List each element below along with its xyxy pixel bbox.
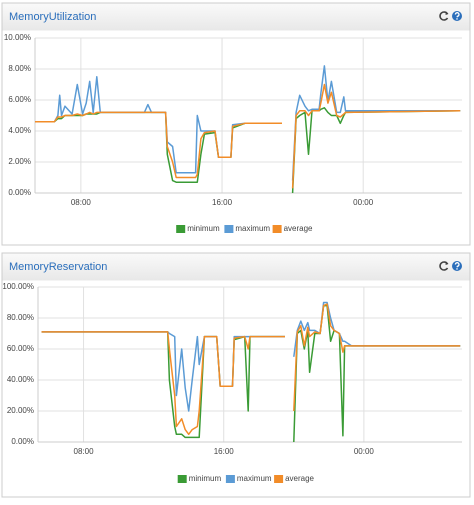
- legend: minimum maximum average: [177, 474, 315, 483]
- panel-title: MemoryUtilization: [9, 11, 96, 23]
- x-tick-label: 08:00: [71, 198, 92, 207]
- y-tick-label: 10.00%: [4, 33, 31, 42]
- legend-label: maximum: [235, 224, 270, 233]
- refresh-icon[interactable]: [439, 11, 449, 21]
- y-tick-label: 2.00%: [8, 157, 31, 166]
- panel-title: MemoryReservation: [9, 261, 107, 273]
- y-tick-label: 80.00%: [7, 313, 34, 322]
- legend-swatch: [272, 225, 282, 233]
- y-tick-label: 60.00%: [7, 344, 34, 353]
- legend: minimum maximum average: [176, 224, 313, 233]
- legend-label: minimum: [189, 474, 222, 483]
- series-line: [35, 111, 282, 179]
- panel: MemoryUtilization: [1, 2, 471, 246]
- series-line: [291, 107, 461, 194]
- y-tick-label: 6.00%: [8, 95, 31, 104]
- x-tick-label: 16:00: [214, 447, 235, 456]
- y-tick-label: 40.00%: [7, 375, 34, 384]
- legend-swatch: [274, 475, 284, 483]
- legend-label: minimum: [187, 224, 220, 233]
- legend-label: average: [284, 224, 313, 233]
- refresh-icon[interactable]: [439, 261, 449, 271]
- x-tick-label: 00:00: [354, 447, 375, 456]
- legend-swatch: [177, 475, 187, 483]
- legend-swatch: [176, 225, 186, 233]
- x-tick-label: 16:00: [212, 198, 233, 207]
- y-tick-label: 0.00%: [11, 437, 34, 446]
- help-icon[interactable]: [452, 261, 462, 271]
- help-icon[interactable]: [452, 11, 462, 21]
- panel-header: [2, 3, 470, 31]
- x-tick-label: 08:00: [74, 447, 95, 456]
- series-line: [293, 303, 461, 412]
- legend-label: average: [285, 474, 314, 483]
- series-line: [293, 301, 461, 357]
- x-tick-label: 00:00: [353, 198, 374, 207]
- y-tick-label: 0.00%: [8, 188, 31, 197]
- panel: MemoryReservation: [1, 252, 471, 498]
- legend-label: maximum: [237, 474, 272, 483]
- series-line: [41, 331, 285, 436]
- legend-swatch: [224, 225, 234, 233]
- y-tick-label: 4.00%: [8, 126, 31, 135]
- legend-swatch: [225, 475, 235, 483]
- series-line: [291, 83, 461, 189]
- series-line: [291, 65, 461, 181]
- y-tick-label: 20.00%: [7, 406, 34, 415]
- panel-frame: [1, 252, 471, 498]
- y-tick-label: 100.00%: [2, 282, 34, 291]
- y-tick-label: 8.00%: [8, 64, 31, 73]
- panel-header: [2, 253, 470, 281]
